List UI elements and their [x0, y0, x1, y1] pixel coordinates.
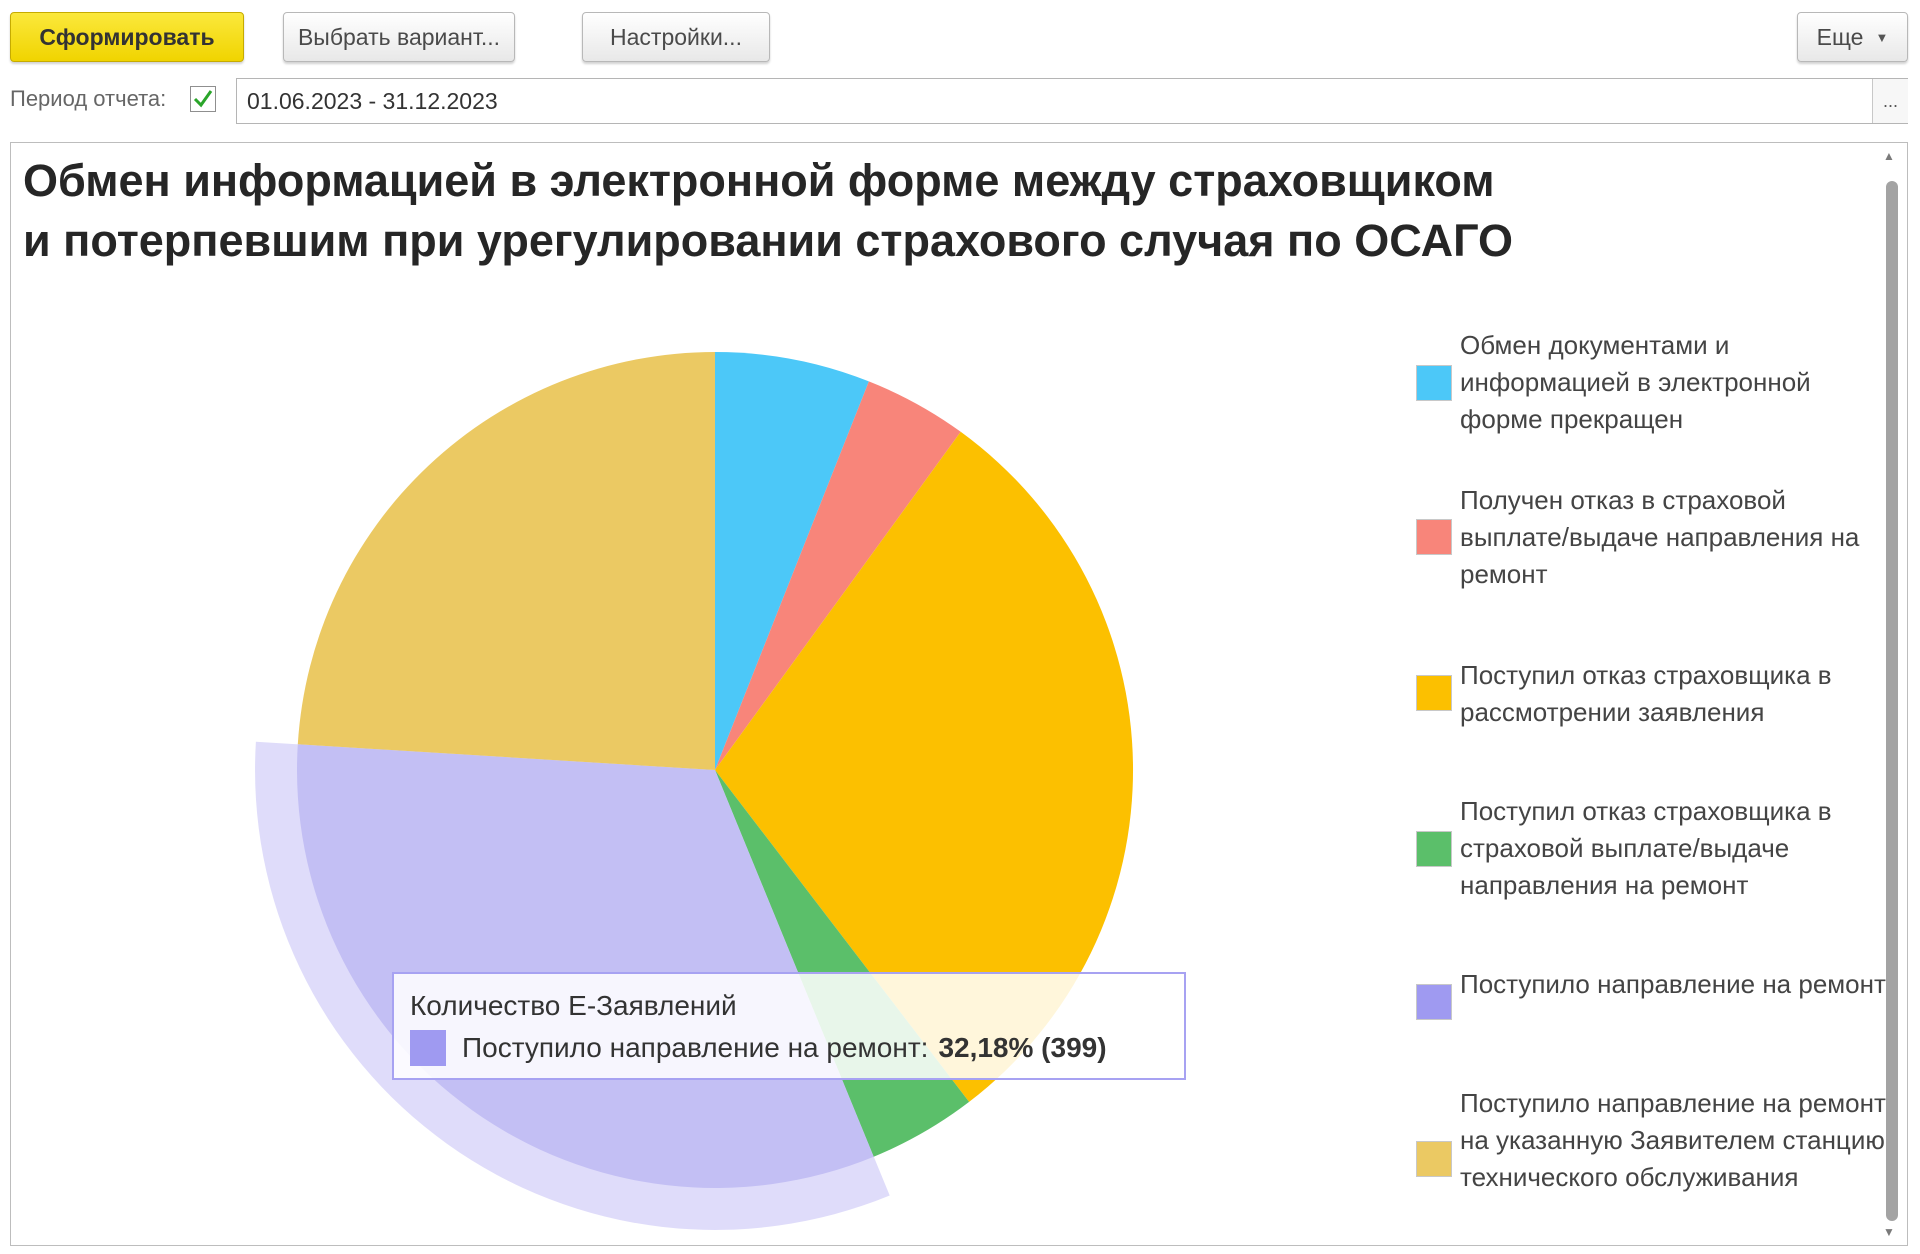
- period-input[interactable]: 01.06.2023 - 31.12.2023: [236, 78, 1908, 124]
- tooltip-swatch: [410, 1030, 446, 1066]
- report-title-line-2: и потерпевшим при урегулировании страхов…: [23, 215, 1513, 266]
- tooltip-series-label: Поступило направление на ремонт:: [462, 1032, 929, 1063]
- pie-slice[interactable]: [715, 381, 961, 770]
- scroll-up-icon[interactable]: ▲: [1883, 149, 1895, 163]
- tooltip-row: Поступило направление на ремонт: 32,18% …: [410, 1030, 1184, 1066]
- legend-label: Поступил отказ страховщика в рассмотрени…: [1460, 660, 1832, 727]
- period-select-button[interactable]: ...: [1872, 79, 1908, 123]
- legend-swatch: [1416, 365, 1452, 401]
- period-label: Период отчета:: [10, 86, 167, 111]
- pie-slice[interactable]: [715, 352, 869, 770]
- legend-label: Поступило направление на ремонт: [1460, 969, 1886, 999]
- scroll-thumb[interactable]: [1886, 181, 1898, 1221]
- legend-swatch: [1416, 1141, 1452, 1177]
- legend-label: Получен отказ в страховой выплате/выдаче…: [1460, 485, 1860, 589]
- legend-label: Обмен документами и информацией в электр…: [1460, 330, 1811, 434]
- generate-button[interactable]: Сформировать: [10, 12, 244, 62]
- pie-slice[interactable]: [715, 431, 1134, 1102]
- report-title: Обмен информацией в электронной форме ме…: [23, 151, 1803, 271]
- period-value: 01.06.2023 - 31.12.2023: [247, 87, 498, 114]
- checkmark-icon: [193, 90, 213, 108]
- choose-variant-button[interactable]: Выбрать вариант...: [283, 12, 515, 62]
- tooltip-value: 32,18% (399): [938, 1032, 1107, 1063]
- period-checkbox[interactable]: [190, 86, 216, 112]
- more-button[interactable]: Еще ▼: [1797, 12, 1908, 62]
- more-label: Еще: [1816, 23, 1864, 50]
- legend-swatch: [1416, 519, 1452, 555]
- scroll-down-icon[interactable]: ▼: [1883, 1225, 1895, 1239]
- report-panel: Обмен информацией в электронной форме ме…: [10, 142, 1908, 1246]
- settings-button[interactable]: Настройки...: [582, 12, 770, 62]
- legend-swatch: [1416, 675, 1452, 711]
- chart-tooltip: Количество Е-Заявлений Поступило направл…: [392, 972, 1186, 1080]
- legend-swatch: [1416, 831, 1452, 867]
- chevron-down-icon: ▼: [1875, 29, 1889, 45]
- legend-label: Поступил отказ страховщика в страховой в…: [1460, 796, 1832, 900]
- tooltip-title: Количество Е-Заявлений: [410, 990, 737, 1021]
- report-scrollbar[interactable]: ▲ ▼: [1879, 143, 1905, 1245]
- pie-slice[interactable]: [297, 352, 715, 770]
- report-title-line-1: Обмен информацией в электронной форме ме…: [23, 155, 1495, 206]
- legend-swatch: [1416, 984, 1452, 1020]
- legend-label: Поступило направление на ремонт на указа…: [1460, 1088, 1886, 1192]
